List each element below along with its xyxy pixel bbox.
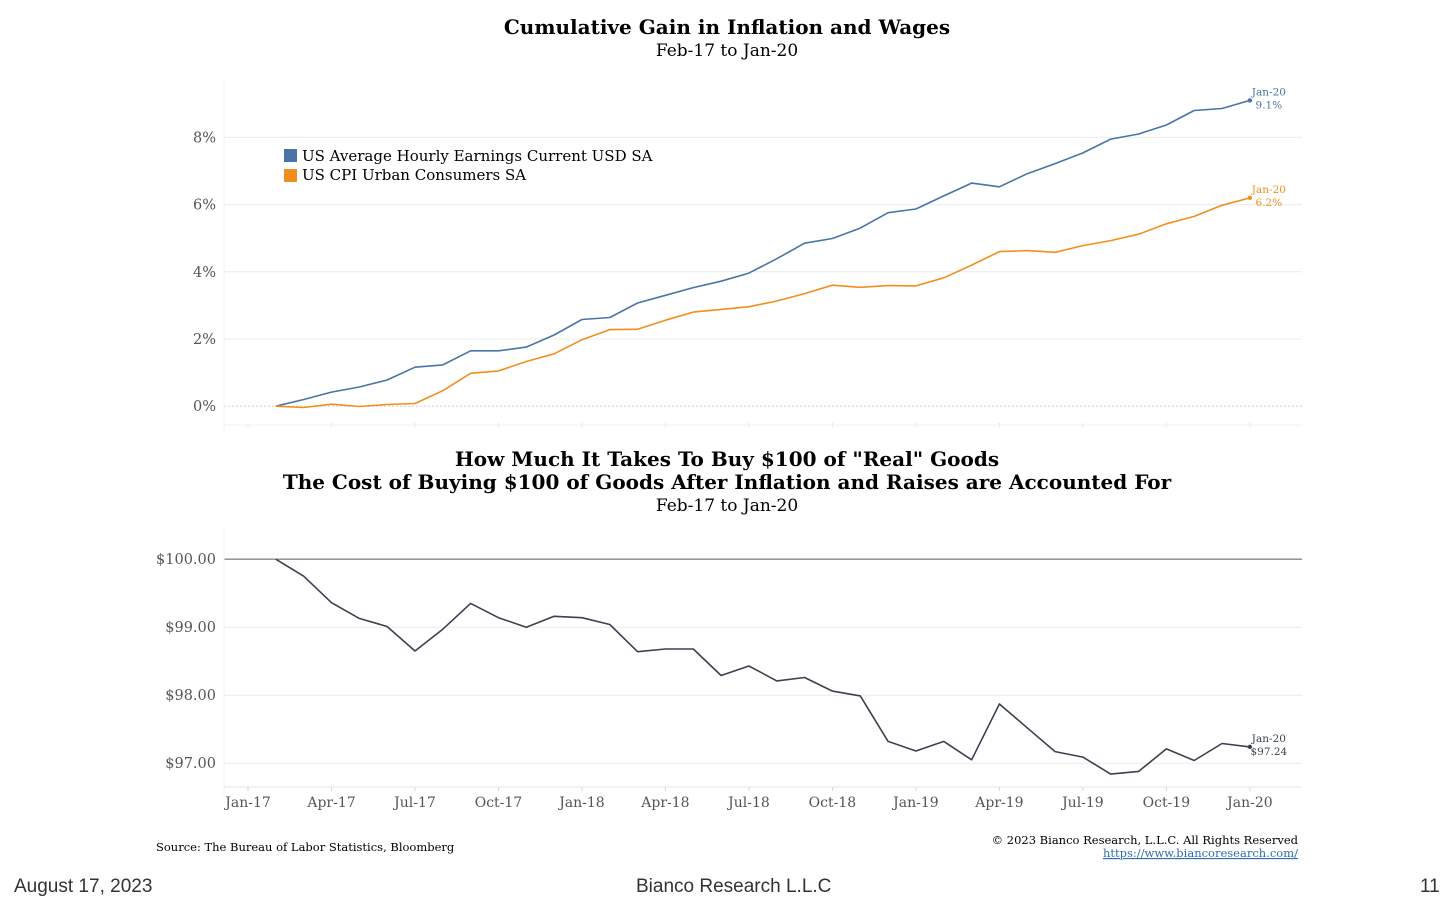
legend-swatch-cpi	[284, 169, 297, 182]
series-end-label-value-1: 6.2%	[1256, 197, 1283, 209]
series-end-label-date-0: Jan-20	[1251, 733, 1286, 745]
y-tick-label-0: 0%	[193, 399, 216, 415]
x-tick-label-7: Oct-18	[809, 795, 857, 811]
series-end-label-date-0: Jan-20	[1251, 86, 1286, 98]
bottom-chart-subtitle: Feb-17 to Jan-20	[656, 496, 798, 516]
series-line-1	[275, 197, 1251, 409]
series-line-0	[275, 558, 1250, 775]
x-tick-label-6: Jul-18	[726, 795, 770, 811]
x-tick-label-0: Jan-17	[223, 795, 271, 811]
website-link[interactable]: https://www.biancoresearch.com/	[1103, 846, 1298, 860]
x-tick-label-12: Jan-20	[1225, 795, 1273, 811]
legend-label-wages: US Average Hourly Earnings Current USD S…	[302, 147, 653, 165]
y-tick-label-0: $97.00	[165, 756, 216, 772]
y-tick-label-1: $98.00	[165, 688, 216, 704]
x-axis: Jan-17 Apr-17 Jul-17 Oct-17 Jan-18 Apr-18 Jul-…	[223, 786, 1302, 811]
x-tick-label-8: Jan-19	[891, 795, 939, 811]
series-end-label-value-0: 9.1%	[1256, 99, 1283, 111]
bottom-chart-title-line1: How Much It Takes To Buy $100 of "Real" …	[455, 447, 999, 471]
legend-swatch-wages	[284, 149, 297, 162]
y-tick-label-2: 4%	[193, 265, 216, 281]
x-tick-label-1: Apr-17	[306, 795, 355, 811]
y-tick-label-3: $100.00	[156, 552, 216, 568]
series-end-label-value-0: $97.24	[1251, 746, 1288, 758]
y-tick-label-4: 8%	[193, 130, 216, 146]
y-tick-label-3: 6%	[193, 198, 216, 214]
top-plot-area: 0%2%4%6%8%Jan-209.1%Jan-206.2%	[193, 82, 1302, 433]
series-end-dot-1	[1247, 195, 1253, 201]
top-chart-title: Cumulative Gain in Inflation and Wages	[504, 15, 950, 39]
y-tick-label-2: $99.00	[165, 620, 216, 636]
x-tick-label-4: Jan-18	[557, 795, 605, 811]
copyright-note: © 2023 Bianco Research, L.L.C. All Right…	[992, 833, 1299, 847]
series-end-dot-0	[1247, 98, 1253, 103]
x-tick-label-9: Apr-19	[974, 795, 1023, 811]
x-tick-label-10: Jul-19	[1060, 795, 1104, 811]
top-legend: US Average Hourly Earnings Current USD S…	[284, 147, 653, 184]
legend-label-cpi: US CPI Urban Consumers SA	[302, 166, 526, 184]
series-end-dot-0	[1247, 744, 1253, 750]
footer-company: Bianco Research L.L.C	[636, 876, 832, 897]
series-line-0	[275, 99, 1251, 407]
footer-page-number: 11	[1420, 876, 1440, 897]
series-end-label-date-1: Jan-20	[1251, 184, 1286, 196]
x-tick-label-5: Apr-18	[640, 795, 689, 811]
x-tick-label-11: Oct-19	[1143, 795, 1191, 811]
source-note: Source: The Bureau of Labor Statistics, …	[156, 840, 455, 854]
x-tick-label-3: Oct-17	[475, 795, 523, 811]
bottom-plot-area: $97.00 $98.00 $99.00 $100.00 Jan-20$97.24	[156, 527, 1302, 797]
footer-date: August 17, 2023	[14, 876, 153, 897]
bottom-chart-title-line2: The Cost of Buying $100 of Goods After I…	[283, 470, 1172, 494]
top-chart-subtitle: Feb-17 to Jan-20	[656, 41, 798, 61]
x-tick-label-2: Jul-17	[392, 795, 436, 811]
y-tick-label-1: 2%	[193, 332, 216, 348]
